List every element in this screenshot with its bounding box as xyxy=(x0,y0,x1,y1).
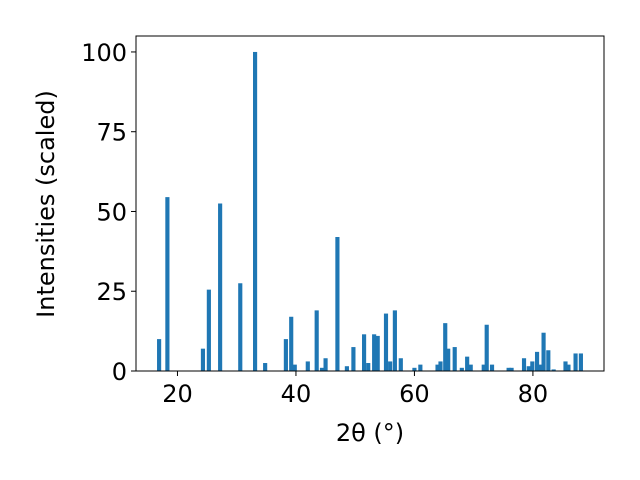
x-axis-ticks: 20 40 60 80 xyxy=(162,371,548,408)
bar xyxy=(506,367,511,371)
bar xyxy=(459,367,464,371)
bar xyxy=(383,313,389,371)
bar xyxy=(452,347,457,371)
bar xyxy=(392,310,397,371)
bar xyxy=(526,366,531,371)
bar xyxy=(521,358,527,371)
bar xyxy=(530,361,535,371)
y-tick-label: 50 xyxy=(96,198,127,226)
y-tick-label: 0 xyxy=(112,358,127,386)
bar xyxy=(468,364,473,371)
bars-group xyxy=(157,51,583,371)
bar xyxy=(534,351,540,371)
bar xyxy=(563,361,568,371)
y-tick-label: 75 xyxy=(96,119,127,147)
bar xyxy=(218,203,223,371)
x-tick-label: 20 xyxy=(162,380,193,408)
bar xyxy=(362,334,367,371)
bar xyxy=(398,358,403,371)
y-tick-label: 25 xyxy=(96,278,127,306)
bar xyxy=(319,367,325,371)
bar xyxy=(566,364,571,371)
x-axis-label: 2θ (°) xyxy=(336,419,404,447)
bar xyxy=(438,361,443,371)
bar xyxy=(538,364,543,371)
bar xyxy=(344,366,349,371)
bar xyxy=(165,197,170,371)
bar xyxy=(418,364,423,371)
y-tick-label: 100 xyxy=(81,39,127,67)
bar xyxy=(157,339,162,371)
bar xyxy=(366,363,371,371)
bar xyxy=(238,283,243,371)
bar xyxy=(435,364,440,371)
bar xyxy=(335,237,340,371)
x-tick-label: 80 xyxy=(518,380,549,408)
bar xyxy=(541,332,546,371)
bar xyxy=(206,289,211,371)
bar xyxy=(263,363,268,371)
bar xyxy=(289,316,294,371)
bar xyxy=(412,367,417,371)
y-axis-label: Intensities (scaled) xyxy=(32,90,60,318)
y-axis-ticks: 0 25 50 75 100 xyxy=(81,39,136,386)
bar xyxy=(388,361,393,371)
bar xyxy=(351,347,356,371)
bar xyxy=(446,348,451,371)
bar xyxy=(372,334,377,371)
bar xyxy=(551,369,556,371)
bar xyxy=(546,350,551,371)
bar xyxy=(200,348,206,371)
bar xyxy=(375,335,380,371)
bar xyxy=(573,353,578,371)
x-tick-label: 40 xyxy=(281,380,312,408)
x-tick-label: 60 xyxy=(399,380,430,408)
plot-frame xyxy=(135,35,605,372)
bar xyxy=(443,323,448,371)
bar xyxy=(292,364,297,371)
bar xyxy=(314,310,319,371)
bar xyxy=(305,361,310,371)
bar xyxy=(481,364,486,371)
bar xyxy=(465,356,470,371)
bar xyxy=(484,324,489,371)
bar xyxy=(489,364,495,371)
bar xyxy=(323,358,328,371)
bar xyxy=(509,367,514,371)
bar xyxy=(283,339,288,371)
bar xyxy=(253,51,258,371)
bar xyxy=(578,353,583,371)
